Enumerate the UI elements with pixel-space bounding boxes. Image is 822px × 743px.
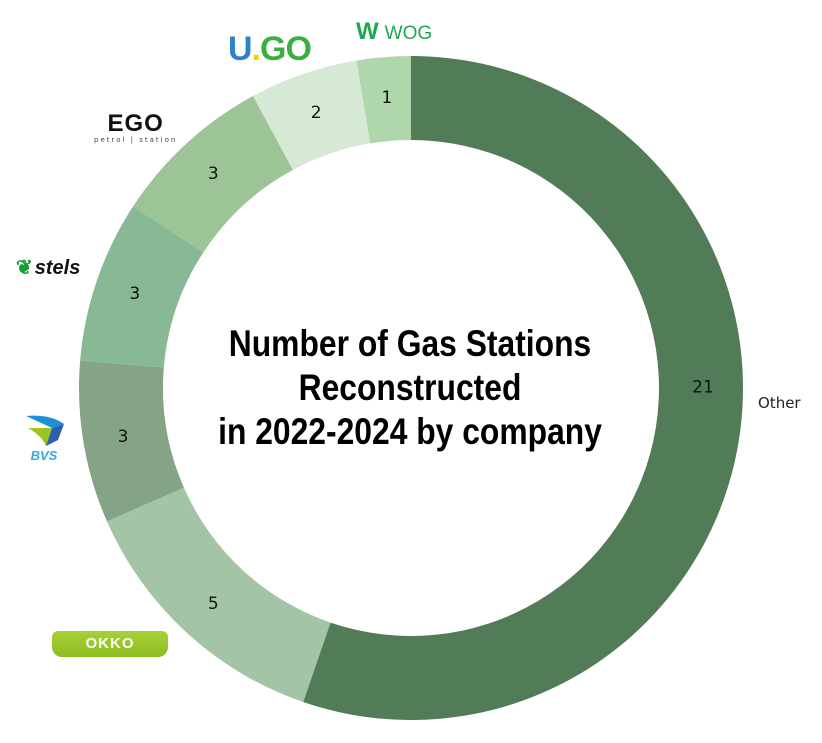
- other-label: Other: [758, 394, 801, 412]
- slice-okko: [106, 487, 331, 703]
- data-label-stels: 3: [129, 284, 140, 304]
- bvs-text: BVS: [30, 448, 58, 463]
- slice-stels: [80, 206, 204, 368]
- okko-logo: OKKO: [52, 631, 168, 657]
- stels-text: stels: [34, 257, 81, 279]
- title-line-2: Reconstructed: [298, 367, 522, 408]
- flame-icon: ❦: [16, 257, 33, 279]
- data-label-ugo: 2: [311, 103, 322, 123]
- slice-other: [303, 56, 743, 720]
- bvs-sail-icon: [26, 415, 64, 446]
- wog-logo: W WOG: [356, 18, 433, 45]
- ego-subtext: petrol | station: [94, 136, 178, 144]
- wog-text: WOG: [384, 23, 433, 44]
- data-label-bvs: 3: [118, 427, 129, 447]
- bvs-logo: BVS: [22, 412, 66, 463]
- title-line-3: in 2022-2024 by company: [218, 411, 602, 452]
- slice-wog: [356, 56, 411, 144]
- data-label-wog: 1: [381, 88, 392, 108]
- slice-ego: [133, 96, 293, 253]
- slice-ugo: [252, 60, 371, 170]
- ego-text: EGO: [107, 110, 164, 137]
- ugo-logo: U.GO: [228, 30, 312, 68]
- data-label-other: 21: [692, 378, 714, 398]
- stels-logo: ❦ stels: [16, 255, 80, 280]
- data-label-ego: 3: [208, 164, 219, 184]
- title-line-1: Number of Gas Stations: [228, 323, 592, 364]
- chart-title: Number of Gas Stations Reconstructed in …: [186, 322, 633, 454]
- slice-bvs: [79, 360, 184, 522]
- ego-logo: EGO petrol | station: [94, 110, 178, 145]
- data-label-okko: 5: [208, 594, 219, 614]
